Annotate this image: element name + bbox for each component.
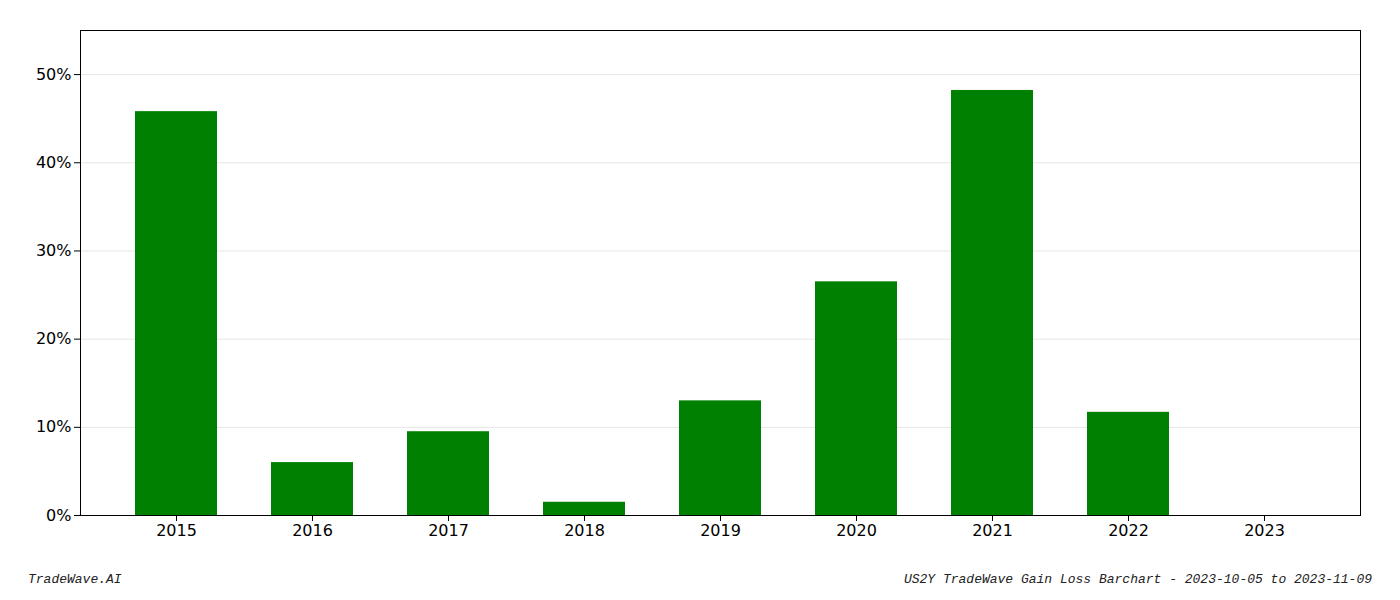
svg-text:2015: 2015 [156,521,197,540]
svg-text:2019: 2019 [700,521,741,540]
svg-text:2017: 2017 [428,521,469,540]
svg-text:30%: 30% [36,241,72,260]
html-text:TradeWave.AI: TradeWave.AI [28,572,122,587]
svg-text:0%: 0% [46,506,71,525]
svg-text:2021: 2021 [972,521,1013,540]
svg-text:40%: 40% [36,153,72,172]
svg-text:10%: 10% [36,417,72,436]
svg-text:2018: 2018 [564,521,605,540]
svg-text:2016: 2016 [292,521,333,540]
svg-text:2023: 2023 [1244,521,1285,540]
svg-text:2022: 2022 [1108,521,1149,540]
svg-text:50%: 50% [36,65,72,84]
svg-text:2020: 2020 [836,521,877,540]
html-text:US2Y TradeWave Gain Loss Barch: US2Y TradeWave Gain Loss Barchart - 2023… [903,572,1372,587]
svg-text:20%: 20% [36,329,72,348]
